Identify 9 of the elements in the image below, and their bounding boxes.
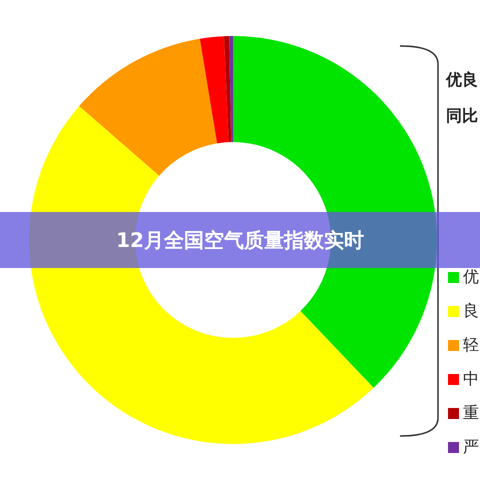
legend-label: 中 xyxy=(463,368,479,390)
text: 12月全国空气质量指数实时 xyxy=(0,212,480,268)
text: 同比 xyxy=(446,105,478,127)
legend-label: 优 xyxy=(463,266,479,288)
text: 优良 xyxy=(446,69,478,91)
legend-label: 良 xyxy=(463,300,479,322)
legend-label: 轻 xyxy=(463,334,479,356)
legend-label: 重 xyxy=(463,402,479,424)
legend-label: 严 xyxy=(463,436,479,458)
